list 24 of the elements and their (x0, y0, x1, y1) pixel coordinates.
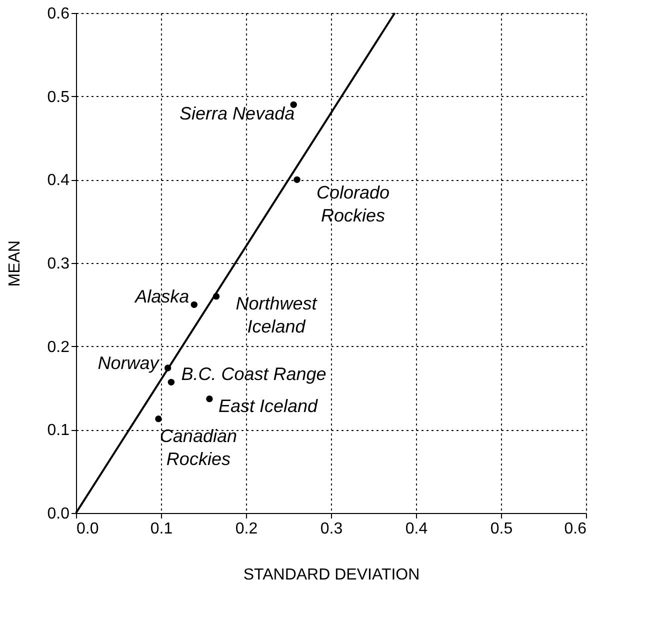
y-tick-label: 0.5 (47, 88, 70, 106)
annotation: Canadian Rockies (160, 426, 237, 469)
annotation: Alaska (134, 286, 190, 307)
y-tick-label: 0.6 (47, 6, 70, 22)
x-tick-label: 0.3 (320, 520, 343, 538)
annotation: Northwest Iceland (236, 293, 318, 336)
x-axis-title: STANDARD DEVIATION (243, 566, 420, 584)
x-tick-label: 0.2 (235, 520, 258, 538)
annotation: B.C. Coast Range (181, 364, 326, 384)
y-tick-label: 0.2 (47, 338, 70, 356)
y-tick-label: 0.1 (47, 422, 70, 440)
annotation: Colorado Rockies (316, 182, 390, 226)
annotation: Norway (98, 353, 160, 373)
x-tick-label: 0.4 (405, 520, 428, 538)
y-tick-label: 0.4 (47, 172, 70, 190)
x-tick-label: 0.0 (76, 520, 99, 538)
y-tick-label: 0.3 (47, 256, 70, 272)
x-tick-label: 0.1 (150, 520, 173, 538)
y-tick-label: 0.0 (47, 506, 70, 522)
y-axis-title: MEAN (6, 240, 24, 287)
annotation: Sierra Nevada (180, 104, 295, 124)
x-tick-label: 0.5 (490, 520, 513, 538)
x-tick-label: 0.6 (564, 520, 587, 538)
annotation: East Iceland (218, 396, 318, 416)
